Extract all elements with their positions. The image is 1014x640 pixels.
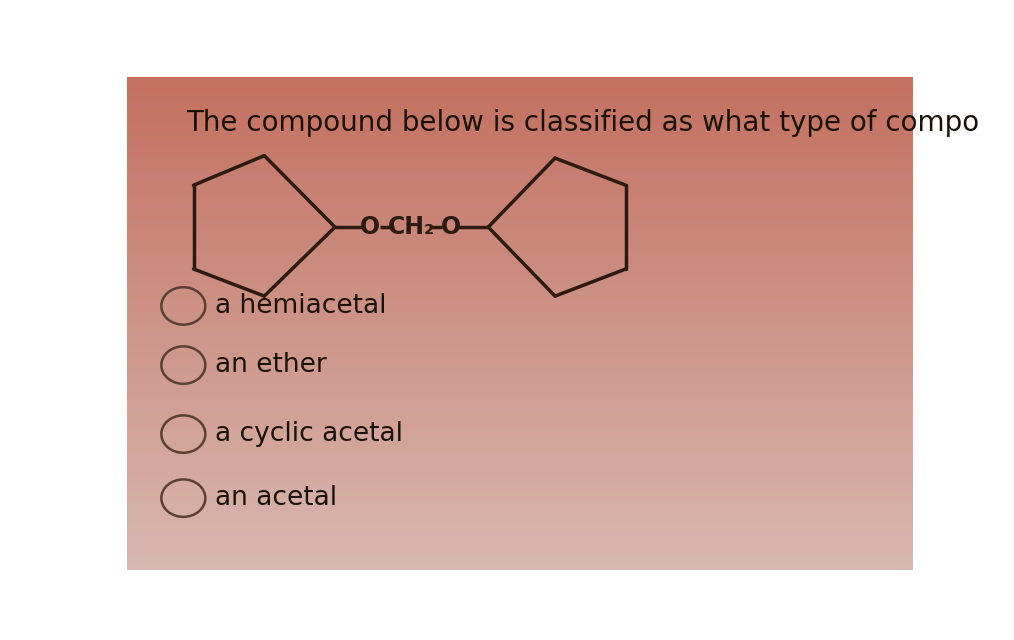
Text: an ether: an ether — [215, 352, 327, 378]
Text: The compound below is classified as what type of compo: The compound below is classified as what… — [186, 109, 979, 137]
Text: a cyclic acetal: a cyclic acetal — [215, 421, 403, 447]
Text: O: O — [360, 215, 380, 239]
Text: O: O — [441, 215, 461, 239]
Text: a hemiacetal: a hemiacetal — [215, 293, 386, 319]
Text: an acetal: an acetal — [215, 485, 337, 511]
Text: CH₂: CH₂ — [387, 215, 435, 239]
